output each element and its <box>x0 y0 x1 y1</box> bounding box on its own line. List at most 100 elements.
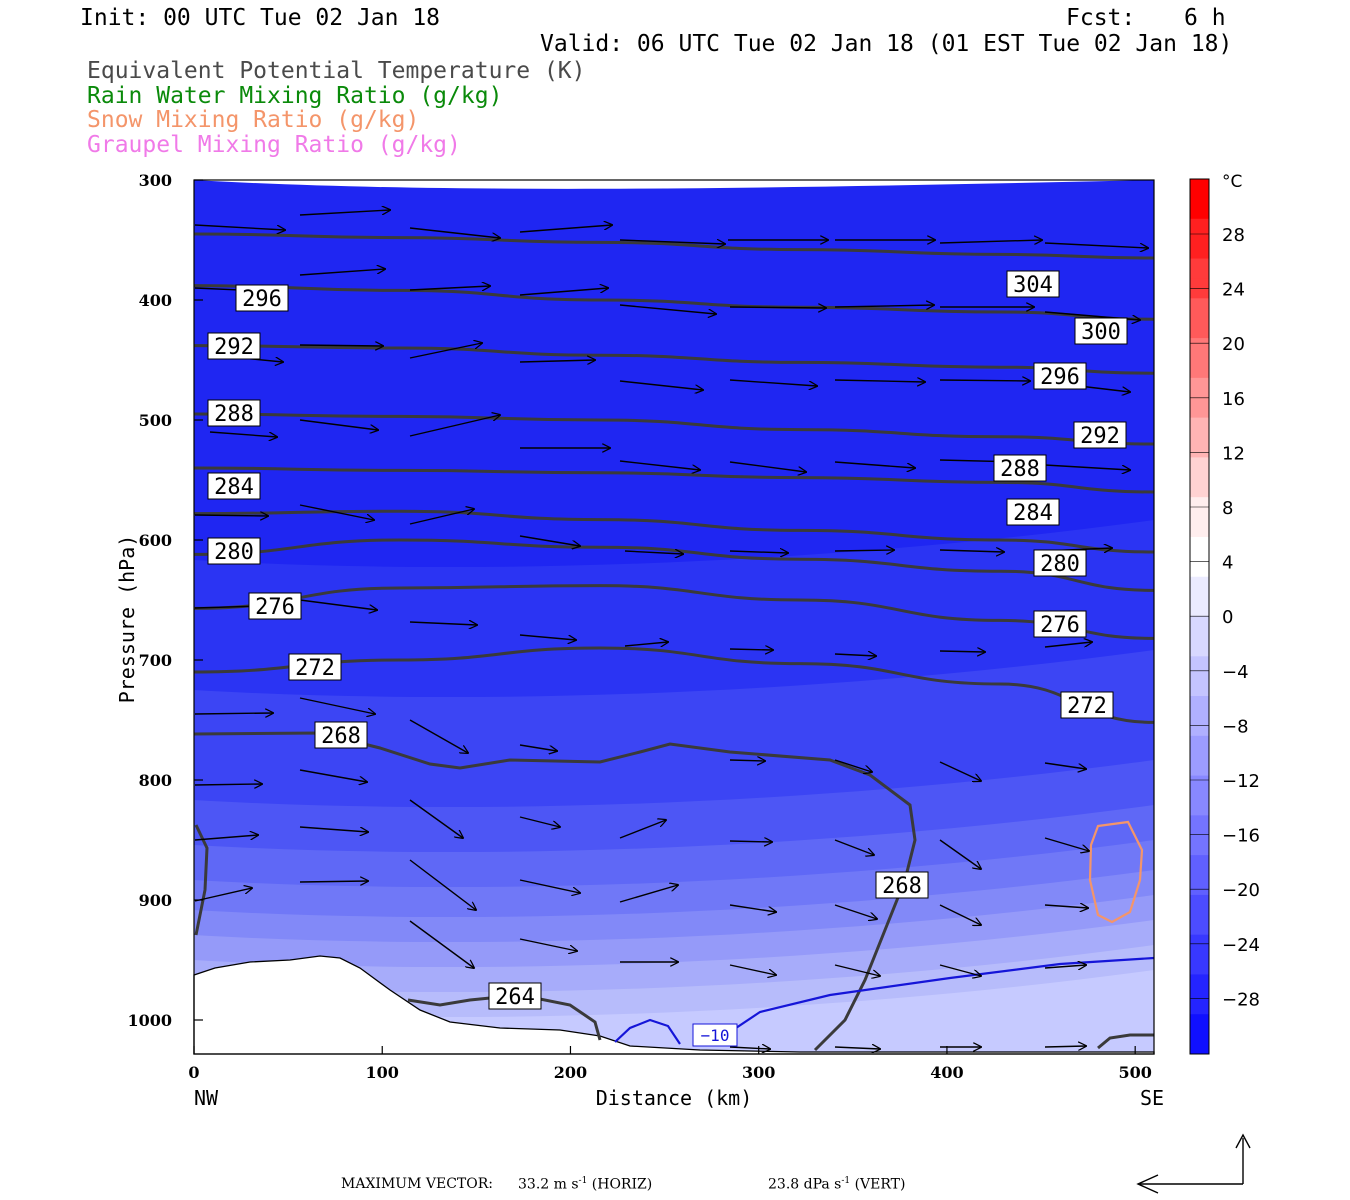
legend-snow: Snow Mixing Ratio (g/kg) <box>87 107 420 133</box>
colorbar-label: −12 <box>1222 771 1260 792</box>
wind-vector <box>299 419 378 430</box>
colorbar-segment <box>1190 338 1209 359</box>
wind-vector <box>409 920 474 968</box>
colorbar-label: −16 <box>1222 826 1260 847</box>
wind-vector <box>519 360 595 362</box>
wind-vector <box>194 515 268 516</box>
wind-vector <box>624 642 668 646</box>
contour-label-292: 292 <box>1073 421 1127 449</box>
contour-label-288: 288 <box>207 399 261 427</box>
colorbar-segment <box>1190 894 1209 916</box>
legend-rain: Rain Water Mixing Ratio (g/kg) <box>87 83 503 109</box>
wind-vector <box>519 288 608 296</box>
y-tick-label: 600 <box>139 531 172 550</box>
theta-e-contour-292 <box>194 412 1154 446</box>
contour-label-300: 300 <box>1074 317 1128 345</box>
svg-text:268: 268 <box>321 724 361 749</box>
max-vector-label: MAXIMUM VECTOR: <box>341 1176 493 1192</box>
wind-vector <box>619 885 678 903</box>
colorbar-segment <box>1190 954 1209 975</box>
colorbar-segment <box>1190 875 1209 896</box>
wind-vector <box>834 305 934 307</box>
x-tick-label: 200 <box>554 1063 587 1082</box>
colorbar-segment <box>1190 179 1209 200</box>
y-axis: 300 400 500 600 700 800 900 1000 <box>127 171 203 1030</box>
colorbar-label: −4 <box>1222 662 1249 683</box>
wind-vector <box>619 380 703 390</box>
colorbar-segment <box>1190 437 1209 458</box>
wind-vector <box>1044 1046 1086 1047</box>
wind-vector <box>729 551 788 553</box>
wind-vector <box>729 307 826 308</box>
wind-vector <box>1044 905 1088 908</box>
wind-vector <box>619 240 725 244</box>
svg-text:288: 288 <box>214 402 254 427</box>
contour-label-296: 296 <box>235 284 289 312</box>
contour-label-272: 272 <box>288 653 342 681</box>
colorbar-label: 16 <box>1222 389 1245 410</box>
theta-e-contours <box>194 232 1154 724</box>
colorbar-segment <box>1190 397 1209 419</box>
wind-vector <box>834 839 874 855</box>
colorbar-segment <box>1190 517 1209 538</box>
wind-vector <box>409 622 477 625</box>
wind-vector <box>299 345 383 346</box>
wind-vector <box>194 835 258 841</box>
wind-vector <box>624 551 683 554</box>
wind-vector <box>194 784 262 785</box>
wind-vector <box>729 461 806 472</box>
wind-vector <box>409 509 474 525</box>
colorbar-segment <box>1190 1034 1209 1055</box>
colorbar-label: −24 <box>1222 935 1260 956</box>
wind-vector <box>299 881 368 882</box>
wind-vector <box>299 504 374 520</box>
valid-time: Valid: 06 UTC Tue 02 Jan 18 (01 EST Tue … <box>540 31 1233 57</box>
svg-text:268: 268 <box>882 874 922 899</box>
wind-vector <box>209 431 277 437</box>
colorbar-segment <box>1190 974 1209 995</box>
wind-vector <box>939 550 1004 552</box>
colorbar-segment <box>1190 298 1209 319</box>
contour-label-280: 280 <box>1033 549 1087 577</box>
contour-label-296: 296 <box>1033 362 1087 390</box>
theta-e-contour-right-corner <box>1097 1033 1154 1050</box>
colorbar-label: 28 <box>1222 225 1245 246</box>
colorbar-segment <box>1190 318 1209 339</box>
wind-vector <box>194 713 273 714</box>
wind-vector <box>834 904 877 919</box>
wind-vector <box>729 1047 770 1049</box>
contour-label-288: 288 <box>993 454 1047 482</box>
temperature-contour-minus10 <box>614 956 1154 1045</box>
max-horiz-tag: (HORIZ) <box>591 1176 653 1193</box>
svg-text:296: 296 <box>242 287 282 312</box>
colorbar-segment <box>1190 258 1209 279</box>
wind-vector <box>299 269 385 276</box>
svg-text:280: 280 <box>1040 552 1080 577</box>
wind-vector <box>834 380 925 382</box>
wind-vector <box>519 816 560 827</box>
wind-vector <box>834 964 880 976</box>
colorbar-segment <box>1190 238 1209 260</box>
x-axis: 0 100 200 300 400 500 <box>188 1046 1152 1082</box>
colorbar-segment <box>1190 536 1209 558</box>
wind-vector <box>1044 762 1086 769</box>
max-horiz-exp: -1 <box>578 1176 588 1186</box>
colorbar-label: 0 <box>1222 607 1233 628</box>
contour-label-272: 272 <box>1060 691 1114 719</box>
svg-text:280: 280 <box>214 540 254 565</box>
theta-e-contour-296 <box>194 344 1154 375</box>
colorbar-segment <box>1190 1014 1209 1035</box>
y-tick-label: 300 <box>139 171 172 190</box>
contour-label-304: 304 <box>1006 270 1060 298</box>
init-time: Init: 00 UTC Tue 02 Jan 18 <box>80 5 441 31</box>
svg-text:272: 272 <box>295 656 335 681</box>
legend-theta-e: Equivalent Potential Temperature (K) <box>87 58 586 84</box>
colorbar-segment <box>1190 616 1209 637</box>
y-tick-label: 900 <box>139 891 172 910</box>
theta-e-contour-288 <box>194 466 1154 494</box>
minus10-label: −10 <box>701 1026 730 1045</box>
wind-vector <box>939 761 981 781</box>
x-tick-label: 100 <box>366 1063 399 1082</box>
wind-vector <box>729 904 776 912</box>
colorbar-segment <box>1190 676 1209 697</box>
